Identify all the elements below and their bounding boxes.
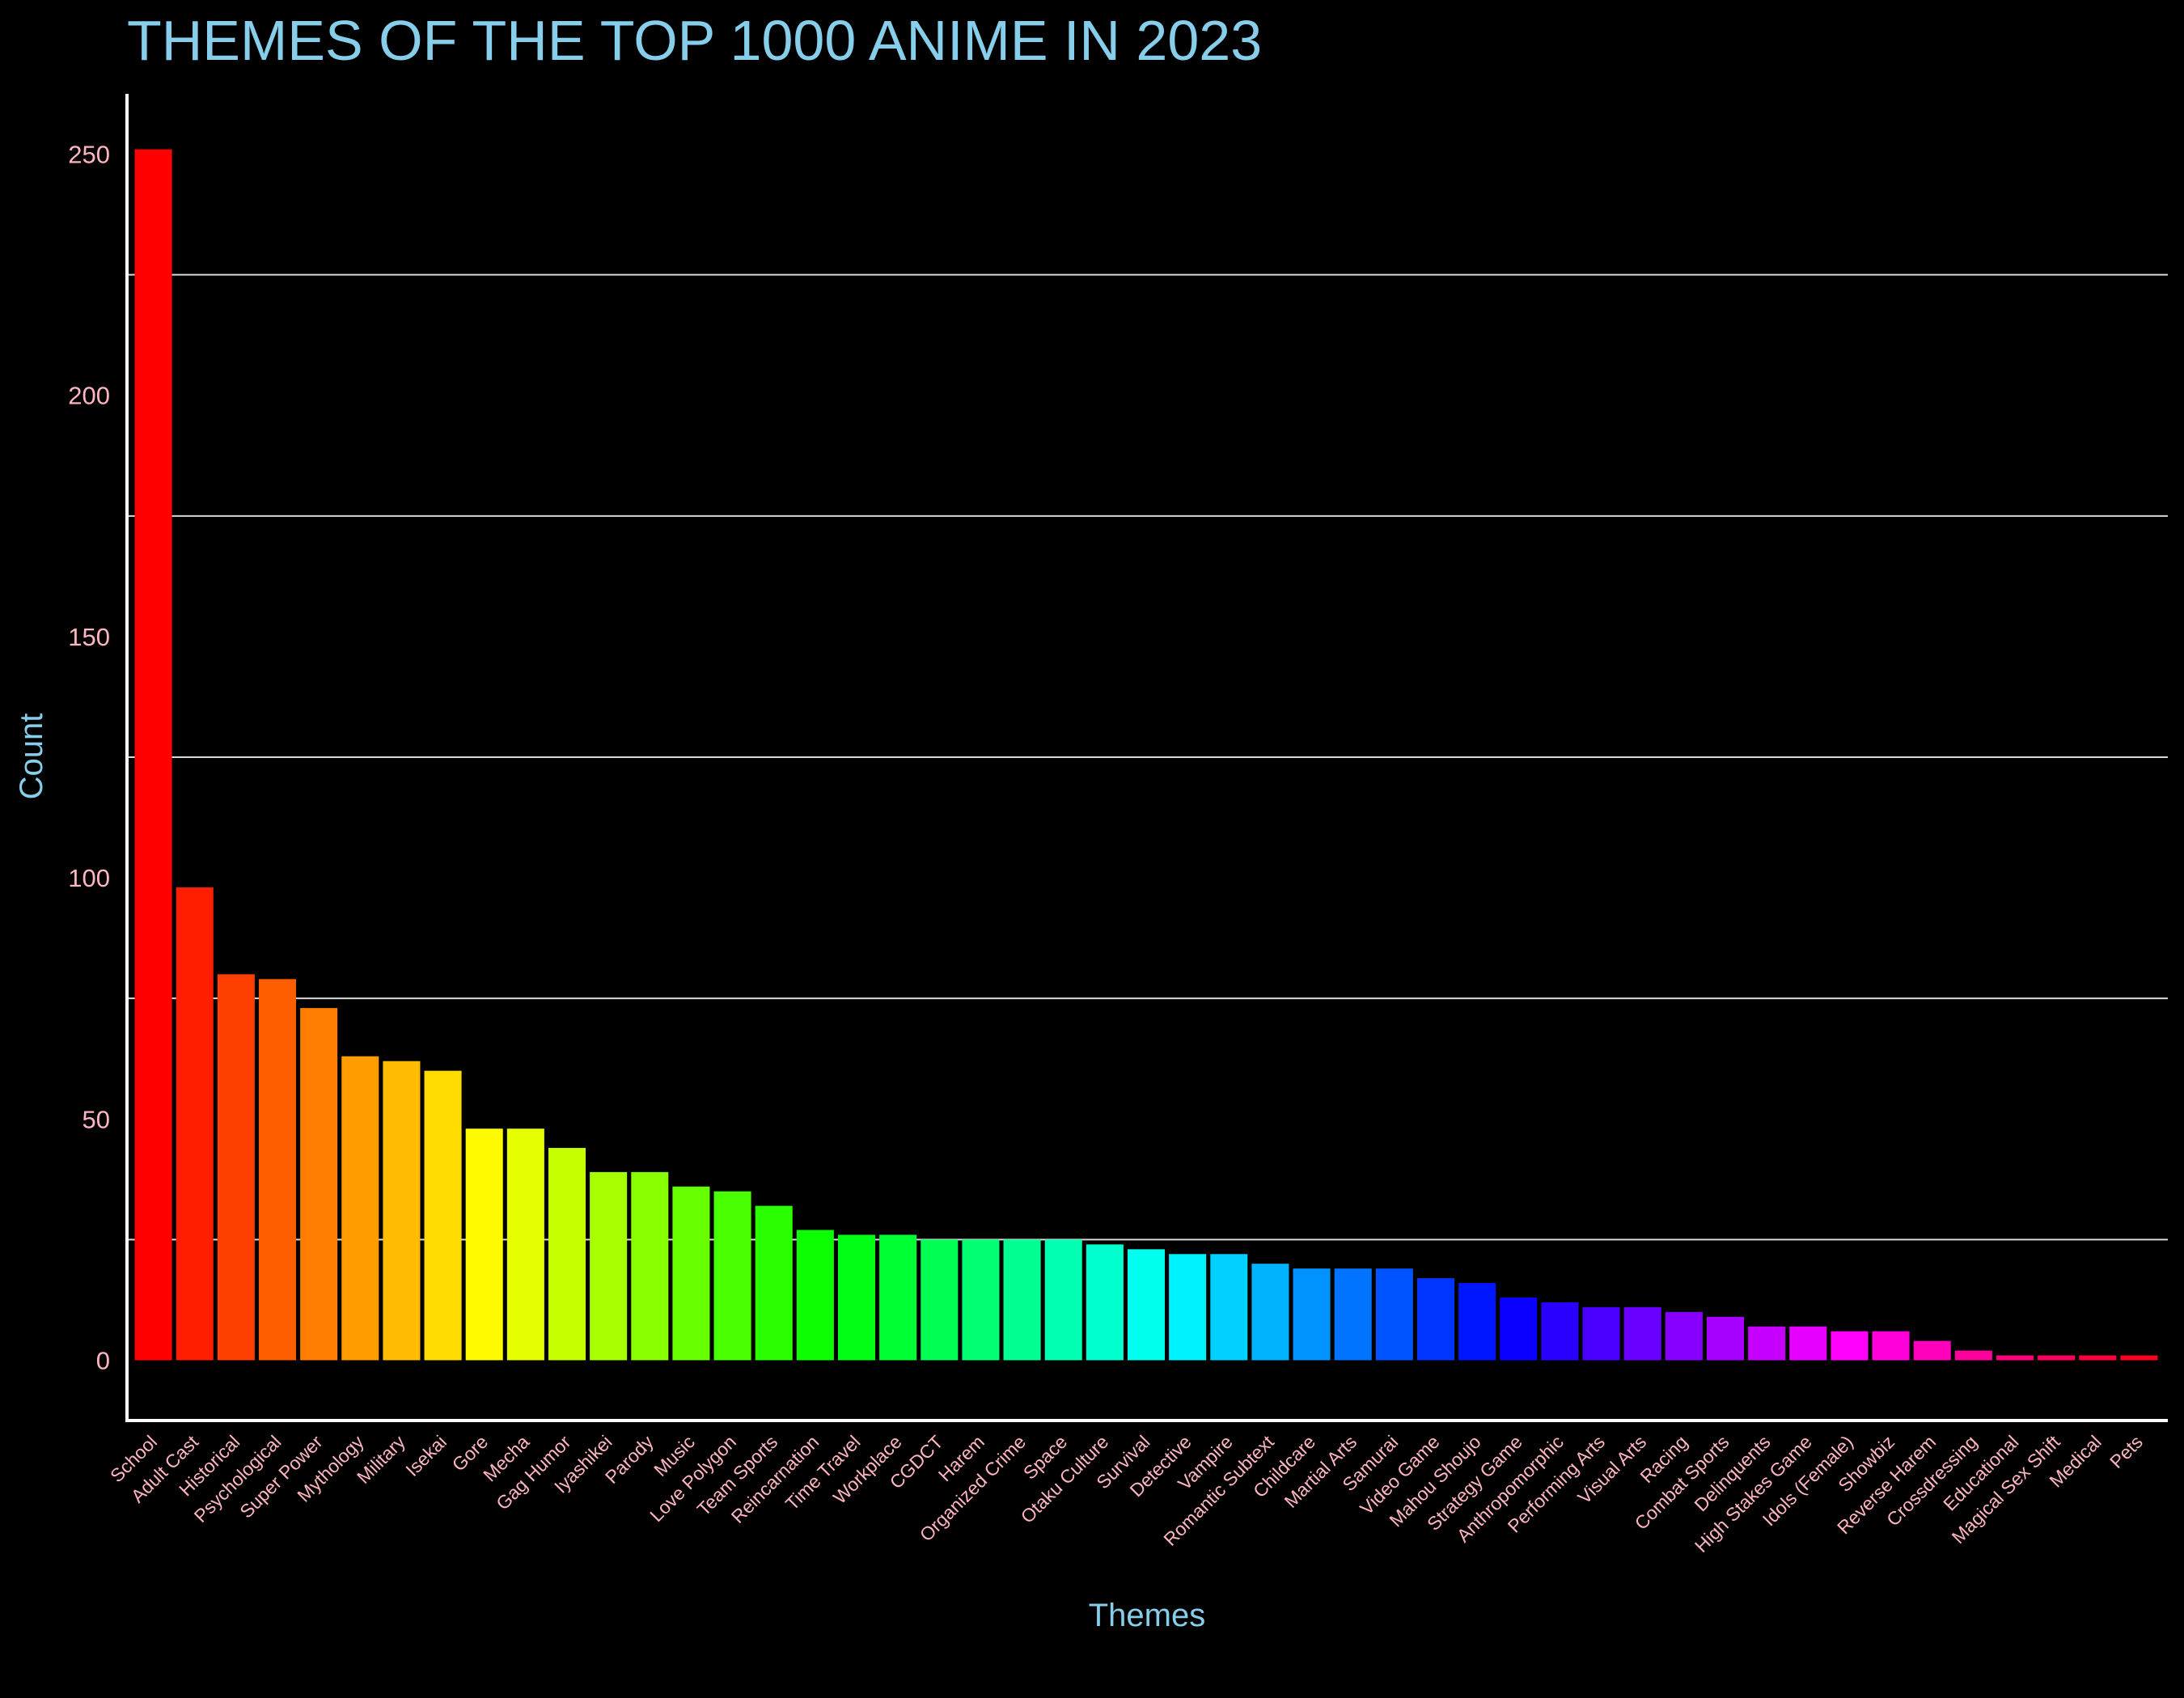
y-tick-label: 0 xyxy=(96,1346,110,1374)
bar xyxy=(1996,1355,2034,1361)
y-tick-label: 100 xyxy=(68,864,110,892)
y-tick-label: 150 xyxy=(68,623,110,651)
bar xyxy=(1541,1302,1579,1361)
bar xyxy=(879,1234,917,1361)
bar xyxy=(1293,1268,1331,1361)
bar xyxy=(1251,1264,1289,1361)
bar xyxy=(837,1234,876,1361)
bar xyxy=(590,1171,628,1361)
bar xyxy=(1044,1239,1082,1361)
bar xyxy=(1334,1268,1372,1361)
x-axis-title: Themes xyxy=(1089,1598,1206,1633)
bar xyxy=(921,1239,959,1361)
bar xyxy=(134,149,172,1361)
bar xyxy=(1748,1326,1786,1361)
bar xyxy=(1872,1331,1910,1361)
bar xyxy=(2120,1355,2158,1361)
bar xyxy=(465,1128,503,1361)
y-tick-label: 200 xyxy=(68,382,110,410)
bar xyxy=(300,1008,338,1361)
bar xyxy=(424,1070,462,1361)
bar xyxy=(1127,1249,1166,1361)
bar xyxy=(1789,1326,1827,1361)
bar xyxy=(258,979,297,1361)
bar xyxy=(1458,1283,1496,1361)
bar xyxy=(1003,1239,1041,1361)
bars xyxy=(134,149,2158,1361)
bar xyxy=(341,1056,379,1361)
bar xyxy=(1665,1311,1703,1361)
bar xyxy=(1623,1306,1661,1361)
bar xyxy=(1169,1254,1207,1361)
bar xyxy=(1375,1268,1413,1361)
bar xyxy=(1954,1350,1992,1361)
bar xyxy=(383,1061,421,1361)
bar xyxy=(548,1148,586,1361)
bar xyxy=(1831,1331,1869,1361)
bar xyxy=(1210,1254,1248,1361)
gridlines xyxy=(127,153,2168,1361)
bar xyxy=(755,1205,793,1361)
bar xyxy=(713,1191,751,1361)
bar xyxy=(176,887,214,1361)
bar xyxy=(1582,1306,1620,1361)
bar xyxy=(1706,1316,1745,1361)
bar xyxy=(796,1230,834,1361)
bar xyxy=(672,1186,710,1361)
bar xyxy=(631,1171,669,1361)
bar xyxy=(962,1239,1000,1361)
bar xyxy=(2079,1355,2117,1361)
bar xyxy=(1500,1297,1538,1361)
bar xyxy=(506,1128,544,1361)
bar xyxy=(1086,1244,1124,1361)
y-axis-title: Count xyxy=(14,713,49,800)
y-axis-ticks: 0 50 100 150 200 250 xyxy=(68,141,110,1375)
bar xyxy=(217,974,255,1361)
bar xyxy=(1913,1340,1951,1361)
y-tick-label: 50 xyxy=(83,1105,110,1133)
y-tick-label: 250 xyxy=(68,141,110,169)
chart-title: THEMES OF THE TOP 1000 ANIME IN 2023 xyxy=(127,9,1262,72)
bar xyxy=(2038,1355,2076,1361)
bar xyxy=(1416,1278,1455,1361)
